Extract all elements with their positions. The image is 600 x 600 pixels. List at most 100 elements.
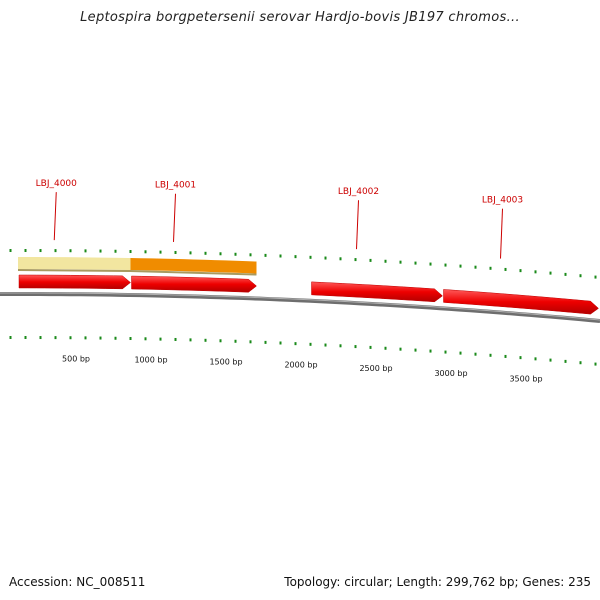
minor-tick (324, 256, 327, 260)
gene-feature[interactable] (130, 258, 257, 274)
gene-label[interactable]: LBJ_4002 (338, 187, 379, 197)
cds-arrow[interactable] (18, 274, 131, 290)
gene-leader-line (173, 193, 176, 242)
minor-tick (174, 337, 177, 341)
minor-tick (234, 252, 237, 256)
minor-tick (9, 249, 12, 253)
gene-feature-edge (17, 269, 131, 273)
minor-tick (189, 338, 192, 342)
minor-tick (504, 267, 507, 271)
minor-tick (174, 250, 177, 254)
minor-tick (279, 341, 282, 345)
axis-label: 1000 bp (134, 355, 167, 364)
minor-tick (594, 362, 597, 366)
minor-tick (414, 261, 417, 265)
minor-tick (444, 263, 447, 267)
cds-arrow[interactable] (443, 289, 599, 315)
minor-tick (84, 336, 87, 340)
gene-feature[interactable] (18, 257, 131, 271)
cds-arrow[interactable] (131, 275, 257, 293)
minor-tick (399, 260, 402, 264)
minor-tick (444, 350, 447, 354)
gene-feature-edge (130, 270, 257, 276)
cds-arrow[interactable] (311, 281, 443, 303)
minor-tick (369, 345, 372, 349)
minor-tick (354, 345, 357, 349)
gene-leader-line (356, 200, 359, 250)
minor-tick (159, 337, 162, 341)
minor-tick (549, 271, 552, 275)
minor-tick (564, 272, 567, 276)
minor-tick (204, 338, 207, 342)
minor-tick (489, 353, 492, 357)
minor-tick (99, 249, 102, 253)
map-title: Leptospira borgpetersenii serovar Hardjo… (80, 10, 520, 25)
cds-track (18, 274, 599, 315)
minor-tick (144, 250, 147, 254)
minor-tick (534, 270, 537, 274)
minor-tick (249, 253, 252, 257)
minor-tick (114, 336, 117, 340)
axis-label: 500 bp (62, 354, 90, 363)
minor-tick (459, 264, 462, 268)
minor-tick (294, 255, 297, 259)
minor-tick (429, 262, 432, 266)
minor-tick (384, 259, 387, 263)
minor-tick (129, 337, 132, 341)
gene-label[interactable]: LBJ_4000 (36, 179, 78, 189)
minor-tick (84, 249, 87, 253)
tick-track-bottom (9, 336, 597, 366)
minor-tick (534, 357, 537, 361)
minor-tick (384, 346, 387, 350)
minor-tick (579, 361, 582, 365)
minor-tick (339, 257, 342, 261)
minor-tick (159, 250, 162, 254)
axis-label: 3500 bp (509, 375, 542, 384)
minor-tick (429, 349, 432, 353)
minor-tick (594, 275, 597, 279)
minor-tick (234, 339, 237, 343)
minor-tick (354, 258, 357, 262)
minor-tick (474, 265, 477, 269)
minor-tick (69, 336, 72, 340)
minor-tick (414, 348, 417, 352)
minor-tick (474, 352, 477, 356)
gene-label[interactable]: LBJ_4001 (155, 181, 196, 191)
minor-tick (24, 249, 27, 253)
backbone-highlight (0, 292, 600, 321)
minor-tick (549, 358, 552, 362)
minor-tick (69, 249, 72, 253)
gene-leader-line (53, 192, 57, 241)
minor-tick (459, 351, 462, 355)
minor-tick (24, 336, 27, 340)
minor-tick (54, 336, 57, 340)
gene-label[interactable]: LBJ_4003 (482, 196, 523, 206)
axis-labels: 500 bp 1000 bp 1500 bp 2000 bp 2500 bp 3000 b… (62, 354, 543, 383)
minor-tick (99, 336, 102, 340)
minor-tick (399, 347, 402, 351)
minor-tick (114, 249, 117, 253)
minor-tick (264, 253, 267, 257)
minor-tick (144, 337, 147, 341)
minor-tick (579, 274, 582, 278)
minor-tick (189, 251, 192, 255)
minor-tick (519, 356, 522, 360)
gene-leader-line (500, 208, 503, 259)
minor-tick (129, 250, 132, 254)
minor-tick (219, 252, 222, 256)
backbone (0, 292, 600, 323)
accession-text: Accession: NC_008511 (9, 575, 146, 589)
gene-labels: LBJ_4000 LBJ_4001 LBJ_4002 LBJ_4003 (36, 179, 523, 259)
minor-tick (249, 340, 252, 344)
minor-tick (9, 336, 12, 340)
backbone-line (0, 292, 600, 323)
axis-label: 1500 bp (209, 357, 242, 366)
minor-tick (309, 342, 312, 346)
topology-summary: Topology: circular; Length: 299,762 bp; … (284, 575, 591, 589)
minor-tick (219, 339, 222, 343)
tick-track-top (9, 249, 597, 279)
minor-tick (519, 269, 522, 273)
gene-track (17, 257, 257, 276)
minor-tick (564, 359, 567, 363)
